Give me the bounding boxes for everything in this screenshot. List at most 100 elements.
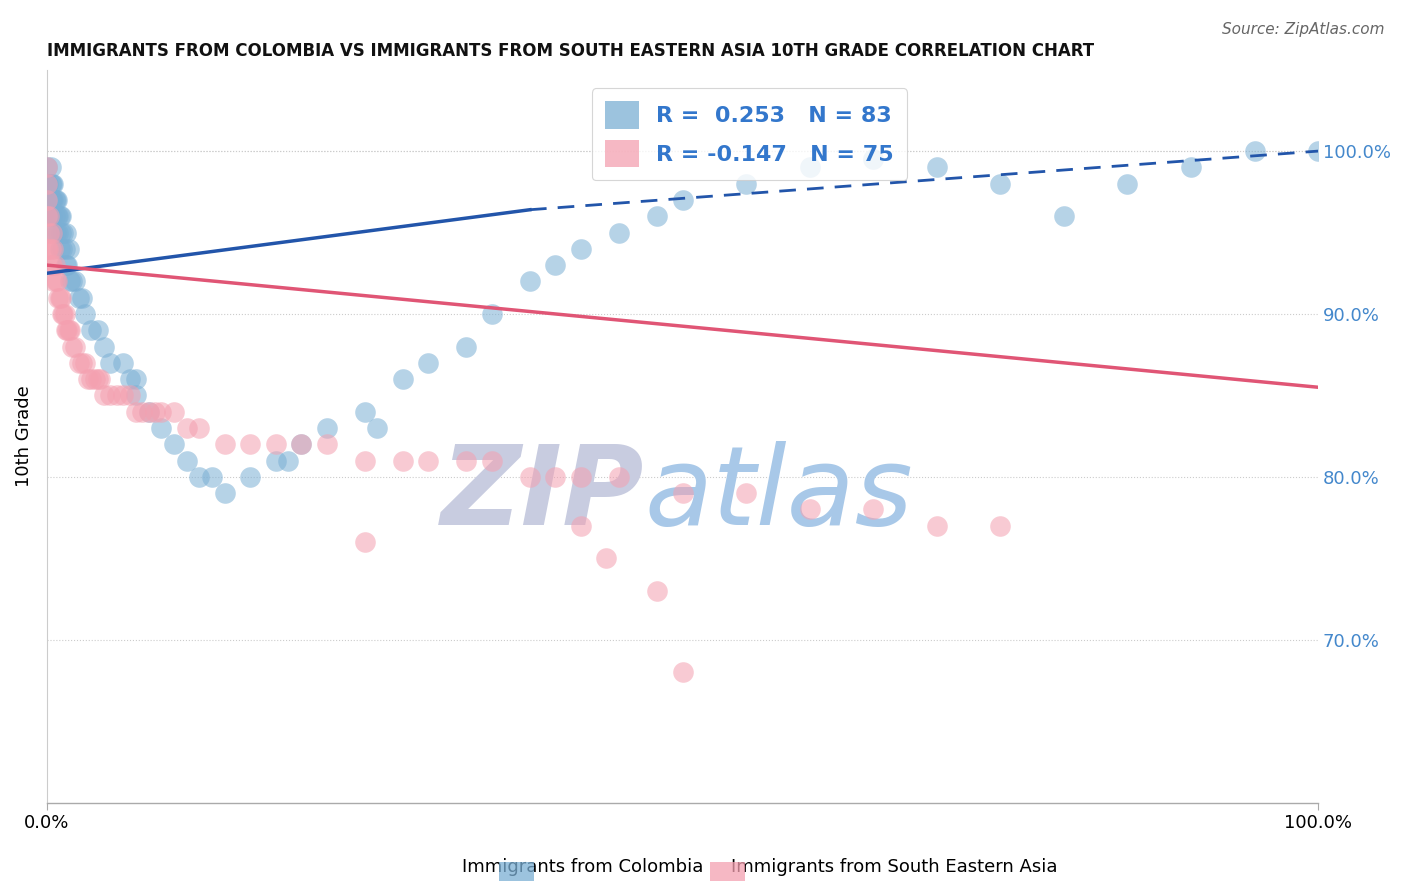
Point <box>1243 144 1265 158</box>
Point <box>456 453 478 467</box>
Point <box>55 258 77 272</box>
Point <box>39 177 62 191</box>
Point <box>290 437 312 451</box>
Point <box>73 356 96 370</box>
Point <box>176 453 198 467</box>
Text: Source: ZipAtlas.com: Source: ZipAtlas.com <box>1222 22 1385 37</box>
Point <box>45 226 67 240</box>
Point <box>239 470 262 484</box>
Point <box>46 209 69 223</box>
Y-axis label: 10th Grade: 10th Grade <box>15 385 32 487</box>
Legend: R =  0.253   N = 83, R = -0.147   N = 75: R = 0.253 N = 83, R = -0.147 N = 75 <box>592 88 907 180</box>
Point <box>67 356 90 370</box>
Point <box>80 372 103 386</box>
Point <box>1053 209 1076 223</box>
Point <box>45 274 67 288</box>
Point <box>42 242 65 256</box>
Point <box>46 226 69 240</box>
Point <box>46 274 69 288</box>
Point <box>239 437 262 451</box>
Point <box>799 502 821 516</box>
Point <box>214 486 236 500</box>
Point <box>48 242 70 256</box>
Point <box>42 193 65 207</box>
Point <box>44 193 66 207</box>
Point <box>37 242 59 256</box>
Point <box>138 405 160 419</box>
Point <box>645 209 668 223</box>
Point <box>39 193 62 207</box>
Point <box>93 339 115 353</box>
Point <box>58 242 80 256</box>
Point <box>76 372 98 386</box>
Point <box>277 453 299 467</box>
Point <box>35 177 58 191</box>
Point <box>41 193 63 207</box>
Point <box>353 535 375 549</box>
Point <box>519 470 541 484</box>
Point <box>176 421 198 435</box>
Point <box>315 437 337 451</box>
Point <box>925 161 948 175</box>
Point <box>53 307 76 321</box>
Point <box>163 437 186 451</box>
Point <box>55 323 77 337</box>
Point <box>38 209 60 223</box>
Point <box>988 518 1011 533</box>
Point <box>63 339 86 353</box>
Point <box>671 486 693 500</box>
Point <box>41 177 63 191</box>
Point <box>93 388 115 402</box>
Point <box>988 177 1011 191</box>
Point <box>544 258 567 272</box>
Text: ZIP: ZIP <box>441 442 644 549</box>
Point <box>63 274 86 288</box>
Point <box>264 437 287 451</box>
Point <box>150 405 173 419</box>
Point <box>55 226 77 240</box>
Point <box>112 356 135 370</box>
Point <box>925 518 948 533</box>
Text: Immigrants from South Eastern Asia: Immigrants from South Eastern Asia <box>731 858 1057 876</box>
Point <box>201 470 224 484</box>
Text: Immigrants from Colombia: Immigrants from Colombia <box>461 858 703 876</box>
Point <box>60 274 83 288</box>
Point <box>100 356 122 370</box>
Point <box>125 388 148 402</box>
Point <box>353 405 375 419</box>
Point <box>48 291 70 305</box>
Point <box>862 153 884 167</box>
Point <box>41 209 63 223</box>
Point <box>42 226 65 240</box>
Point <box>42 177 65 191</box>
Point <box>48 209 70 223</box>
Point <box>49 209 72 223</box>
Text: atlas: atlas <box>644 442 912 549</box>
Point <box>44 209 66 223</box>
Point <box>607 470 630 484</box>
Point <box>799 161 821 175</box>
Point <box>569 242 592 256</box>
Point <box>1116 177 1139 191</box>
Point <box>35 193 58 207</box>
Point <box>72 291 94 305</box>
Point <box>87 323 110 337</box>
Point <box>735 177 758 191</box>
Point <box>72 356 94 370</box>
Point <box>39 161 62 175</box>
Point <box>37 177 59 191</box>
Point <box>1308 144 1330 158</box>
Point <box>35 161 58 175</box>
Point <box>353 453 375 467</box>
Point <box>125 372 148 386</box>
Point <box>569 470 592 484</box>
Point <box>45 193 67 207</box>
Point <box>392 453 415 467</box>
Point <box>418 356 440 370</box>
Point <box>84 372 107 386</box>
Point <box>1180 161 1202 175</box>
Point <box>56 323 79 337</box>
Point <box>60 339 83 353</box>
Point <box>49 291 72 305</box>
Point <box>35 242 58 256</box>
